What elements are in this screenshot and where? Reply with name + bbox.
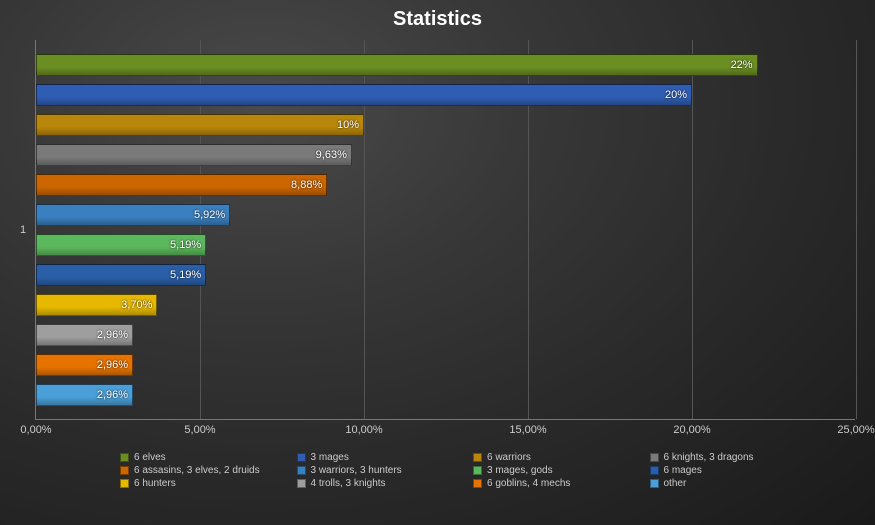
bar: 22%	[36, 54, 758, 76]
bar-value-label: 2,96%	[97, 359, 128, 371]
legend-swatch	[473, 453, 482, 462]
x-tick-label: 25,00%	[837, 424, 874, 436]
bar-value-label: 8,88%	[291, 179, 322, 191]
legend-label: 3 mages	[311, 452, 349, 463]
legend-item: other	[650, 478, 821, 489]
legend-label: 6 knights, 3 dragons	[664, 452, 754, 463]
gridline	[856, 40, 857, 419]
bar-value-label: 20%	[665, 89, 687, 101]
legend-label: 3 warriors, 3 hunters	[311, 465, 402, 476]
legend-item: 6 knights, 3 dragons	[650, 452, 821, 463]
bar: 3,70%	[36, 294, 157, 316]
legend-swatch	[297, 479, 306, 488]
legend-item: 6 warriors	[473, 452, 644, 463]
legend-item: 6 mages	[650, 465, 821, 476]
legend-item: 3 warriors, 3 hunters	[297, 465, 468, 476]
gridline	[692, 40, 693, 419]
y-tick-label: 1	[20, 224, 26, 236]
legend-item: 4 trolls, 3 knights	[297, 478, 468, 489]
legend-swatch	[297, 466, 306, 475]
bar: 2,96%	[36, 384, 133, 406]
bar: 10%	[36, 114, 364, 136]
legend-swatch	[120, 453, 129, 462]
legend-item: 3 mages	[297, 452, 468, 463]
bar-value-label: 2,96%	[97, 329, 128, 341]
bar-value-label: 22%	[731, 59, 753, 71]
legend-swatch	[650, 479, 659, 488]
bar-value-label: 5,19%	[170, 239, 201, 251]
legend-swatch	[120, 466, 129, 475]
legend-item: 6 hunters	[120, 478, 291, 489]
legend-item: 3 mages, gods	[473, 465, 644, 476]
plot-region: 0,00%5,00%10,00%15,00%20,00%25,00%22%20%…	[35, 40, 855, 420]
chart-area: 0,00%5,00%10,00%15,00%20,00%25,00%22%20%…	[35, 40, 855, 440]
bar: 9,63%	[36, 144, 352, 166]
legend-item: 6 assasins, 3 elves, 2 druids	[120, 465, 291, 476]
legend-item: 6 elves	[120, 452, 291, 463]
legend-label: 6 hunters	[134, 478, 176, 489]
legend-swatch	[473, 479, 482, 488]
bar: 5,19%	[36, 234, 206, 256]
x-tick-label: 5,00%	[184, 424, 215, 436]
bar: 2,96%	[36, 324, 133, 346]
legend-swatch	[650, 453, 659, 462]
legend-label: other	[664, 478, 687, 489]
legend-label: 6 goblins, 4 mechs	[487, 478, 570, 489]
bar-value-label: 3,70%	[121, 299, 152, 311]
legend-swatch	[120, 479, 129, 488]
legend-label: 3 mages, gods	[487, 465, 553, 476]
x-tick-label: 10,00%	[345, 424, 382, 436]
bar-value-label: 9,63%	[316, 149, 347, 161]
bar-value-label: 5,92%	[194, 209, 225, 221]
bar: 5,92%	[36, 204, 230, 226]
legend-item: 6 goblins, 4 mechs	[473, 478, 644, 489]
bar: 5,19%	[36, 264, 206, 286]
legend: 6 elves 3 mages 6 warriors 6 knights, 3 dra…	[120, 452, 820, 489]
bar-value-label: 2,96%	[97, 389, 128, 401]
legend-label: 6 assasins, 3 elves, 2 druids	[134, 465, 260, 476]
bar: 8,88%	[36, 174, 327, 196]
legend-label: 6 elves	[134, 452, 166, 463]
x-tick-label: 15,00%	[509, 424, 546, 436]
bar: 2,96%	[36, 354, 133, 376]
legend-label: 6 warriors	[487, 452, 531, 463]
x-tick-label: 0,00%	[20, 424, 51, 436]
x-tick-label: 20,00%	[673, 424, 710, 436]
legend-label: 6 mages	[664, 465, 702, 476]
bar: 20%	[36, 84, 692, 106]
legend-swatch	[473, 466, 482, 475]
bar-value-label: 5,19%	[170, 269, 201, 281]
legend-label: 4 trolls, 3 knights	[311, 478, 386, 489]
bar-value-label: 10%	[337, 119, 359, 131]
chart-title: Statistics	[0, 0, 875, 31]
legend-swatch	[650, 466, 659, 475]
legend-swatch	[297, 453, 306, 462]
